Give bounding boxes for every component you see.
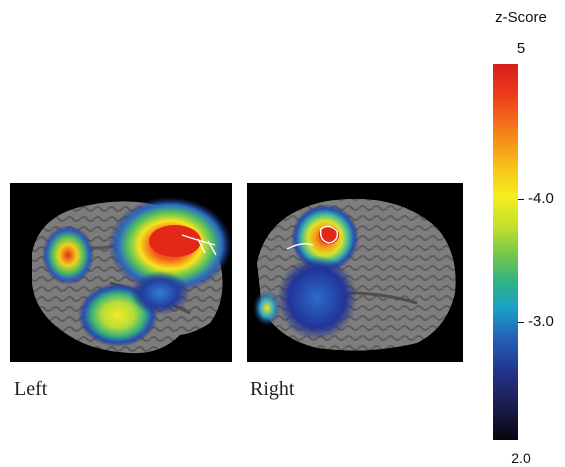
colorbar-max-label: 5 [516, 40, 526, 57]
colorbar-gradient [493, 64, 518, 440]
right-brain-render [253, 198, 456, 351]
colorbar-tick-label: -3.0 [528, 313, 554, 330]
right-hemisphere-image [247, 183, 463, 362]
colorbar-tickmark [518, 322, 524, 323]
colorbar-title: z-Score [495, 9, 547, 26]
left-hemisphere-image [10, 183, 232, 362]
colorbar-tick-label: -4.0 [528, 190, 554, 207]
colorbar-min-label: 2.0 [511, 450, 531, 466]
right-caption: Right [250, 378, 295, 400]
colorbar-tickmark [518, 199, 524, 200]
left-caption: Left [14, 378, 48, 400]
left-brain-render [32, 197, 232, 354]
